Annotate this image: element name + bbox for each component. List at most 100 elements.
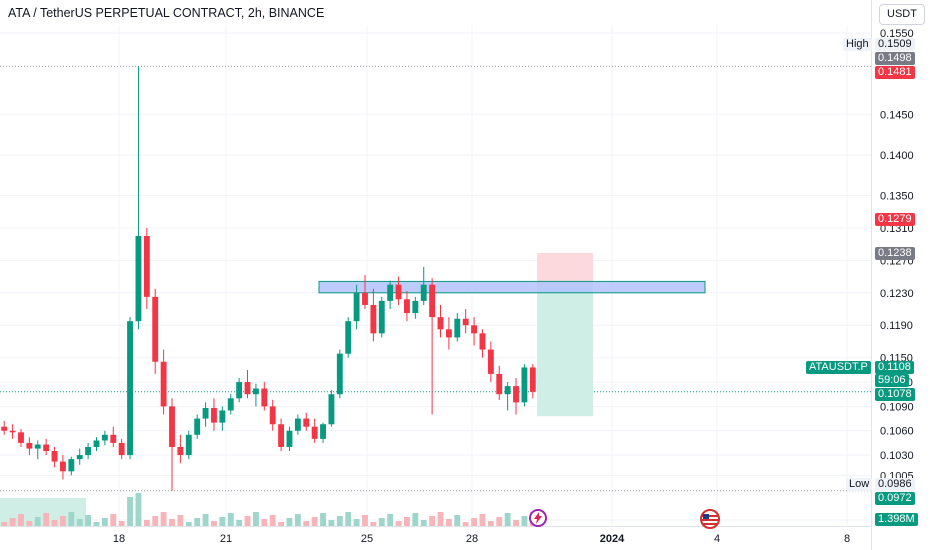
candle-body	[269, 406, 276, 425]
candle-body	[177, 446, 184, 456]
volume-bar	[454, 515, 461, 526]
price-tick-label: 0.1090	[880, 401, 914, 413]
candle-body	[43, 444, 50, 452]
candle-body	[252, 388, 259, 395]
time-tick-label: 28	[466, 533, 478, 545]
low-label: Low	[846, 478, 873, 491]
candle-body	[303, 418, 310, 427]
price-tick-label: 0.1350	[880, 190, 914, 202]
volume-bar	[85, 515, 92, 526]
volume-bar	[118, 521, 125, 526]
candle-body	[101, 434, 108, 441]
price-tick-label: 0.1060	[880, 426, 914, 438]
volume-bar	[345, 512, 352, 526]
volume-bar	[336, 516, 343, 526]
volume-bar	[9, 518, 16, 526]
candle-body	[244, 382, 251, 395]
volume-bar	[101, 518, 108, 526]
low-value-tag: 0.0986	[875, 478, 915, 491]
symbol-price-label: ATAUSDT.P	[806, 361, 871, 374]
candle-body	[445, 329, 452, 338]
volume-bar	[211, 521, 217, 526]
candle-body	[311, 426, 318, 439]
volume-bar	[34, 517, 41, 526]
candle-body	[227, 398, 234, 411]
volume-bar	[286, 518, 293, 526]
candle-body	[160, 361, 167, 407]
lightning-event-icon[interactable]	[529, 509, 547, 527]
candle-body	[127, 321, 133, 456]
candle-body	[521, 367, 528, 403]
candle-body	[454, 318, 461, 338]
volume-bar	[320, 513, 326, 526]
candle-body	[169, 406, 175, 447]
entry-price-tag: 0.1238	[875, 247, 915, 260]
candle-body	[353, 292, 360, 322]
candle-body	[118, 442, 125, 456]
candle-body	[68, 459, 75, 472]
volume-bar	[135, 493, 142, 526]
currency-button[interactable]: USDT	[879, 4, 925, 25]
volume-bar	[311, 517, 318, 526]
volume-bar	[26, 521, 33, 526]
candle-body	[437, 317, 444, 330]
candle-body	[93, 440, 100, 447]
high-label: High	[843, 38, 872, 51]
candle-body	[320, 424, 326, 439]
candle-body	[504, 386, 511, 395]
candle-body	[1, 426, 8, 431]
symbol-title[interactable]: ATA / TetherUS PERPETUAL CONTRACT, 2h, B…	[8, 6, 325, 20]
candle-body	[110, 434, 117, 443]
price-tag-0-0972: 0.0972	[875, 492, 915, 505]
price-axis-separator	[871, 0, 872, 550]
volume-bar	[412, 513, 419, 526]
candle-body	[404, 299, 410, 314]
volume-bar	[68, 512, 75, 526]
candle-body	[143, 235, 150, 297]
candle-body	[278, 424, 285, 447]
candle-body	[9, 430, 16, 433]
time-tick-label: 4	[714, 533, 720, 545]
candle-body	[412, 300, 419, 314]
candle-body	[294, 418, 301, 431]
candle-body	[185, 434, 192, 456]
candle-body	[378, 300, 385, 334]
volume-bar	[487, 521, 494, 526]
volume-value-tag: 1.398M	[875, 513, 918, 526]
volume-bar	[513, 520, 519, 526]
stop-price-tag: 0.1279	[875, 213, 915, 226]
time-axis-separator	[0, 526, 871, 527]
stop-loss-zone	[537, 253, 593, 287]
volume-bar	[504, 513, 511, 526]
price-tick-label: 0.1550	[880, 28, 914, 40]
candle-body	[18, 432, 24, 443]
volume-bar	[496, 517, 503, 526]
volume-bar	[185, 522, 192, 526]
bar-countdown: 59:06	[875, 374, 909, 387]
candle-body	[395, 284, 402, 300]
volume-bar	[110, 514, 117, 526]
volume-bar	[244, 516, 251, 526]
volume-bar	[521, 516, 528, 526]
us-flag-event-icon[interactable]	[700, 509, 720, 529]
candle-body	[135, 235, 142, 322]
volume-bar	[294, 514, 301, 526]
candle-body	[479, 333, 486, 350]
candle-body	[345, 321, 352, 354]
volume-bar	[429, 516, 436, 526]
volume-bar	[143, 520, 150, 526]
candle-body	[85, 446, 92, 456]
candle-body	[370, 304, 377, 334]
volume-bar	[227, 513, 234, 526]
candle-body	[496, 373, 503, 395]
volume-bar	[43, 513, 50, 526]
time-tick-label: 21	[220, 533, 232, 545]
candle-body	[387, 284, 394, 301]
candle-body	[362, 292, 368, 305]
price-tick-label: 0.1230	[880, 288, 914, 300]
price-tick-label: 0.1030	[880, 450, 914, 462]
target-price-tag: 0.1078	[875, 388, 915, 401]
volume-bar	[462, 522, 469, 526]
